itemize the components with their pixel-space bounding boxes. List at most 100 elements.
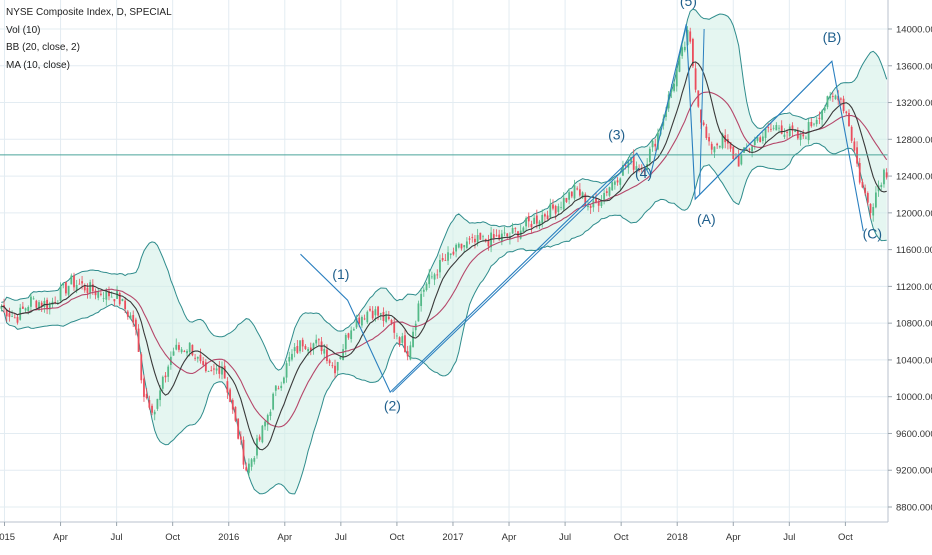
candle bbox=[834, 94, 837, 100]
candle-body bbox=[794, 129, 797, 132]
candle-body bbox=[643, 169, 646, 172]
candle bbox=[732, 145, 735, 160]
time-axis-label: Oct bbox=[838, 532, 853, 543]
candle-body bbox=[778, 127, 780, 129]
candle-body bbox=[40, 302, 43, 307]
candle bbox=[861, 178, 864, 189]
candle bbox=[603, 189, 606, 205]
chart-title[interactable]: NYSE Composite Index, D, SPECIAL bbox=[6, 7, 172, 18]
time-axis-label: 2016 bbox=[218, 532, 239, 543]
candle bbox=[657, 128, 659, 151]
candle-body bbox=[70, 275, 73, 285]
candle bbox=[396, 332, 398, 340]
candle bbox=[643, 166, 646, 176]
candle bbox=[700, 109, 702, 129]
candle-body bbox=[845, 111, 848, 114]
candle-body bbox=[75, 284, 78, 291]
candle-body bbox=[780, 125, 783, 134]
candle-body bbox=[552, 204, 554, 209]
bollinger-basis-line bbox=[1, 91, 888, 428]
candle bbox=[261, 424, 264, 444]
wave-label: (A) bbox=[697, 211, 716, 227]
candle-body bbox=[21, 306, 24, 309]
candle-body bbox=[100, 293, 102, 295]
candle bbox=[549, 198, 552, 219]
candle-body bbox=[387, 316, 390, 320]
candle-body bbox=[810, 121, 813, 127]
candle bbox=[62, 282, 65, 289]
candle-body bbox=[291, 353, 293, 360]
candle bbox=[13, 313, 16, 319]
candle bbox=[183, 349, 186, 353]
legend-bollinger-bands[interactable]: BB (20, close, 2) bbox=[6, 42, 80, 53]
candle bbox=[226, 377, 229, 399]
candle-body bbox=[492, 234, 495, 239]
candle bbox=[576, 186, 579, 191]
candle-body bbox=[605, 191, 608, 193]
candle bbox=[237, 417, 240, 440]
candle-body bbox=[204, 362, 207, 372]
legend-volume[interactable]: Vol (10) bbox=[6, 24, 41, 36]
candle-body bbox=[355, 317, 358, 328]
candle bbox=[121, 298, 124, 302]
candle-body bbox=[705, 126, 708, 139]
candle-body bbox=[799, 133, 802, 140]
candle bbox=[565, 197, 568, 203]
candle bbox=[328, 358, 331, 367]
candle-body bbox=[848, 112, 850, 127]
candle-body bbox=[850, 126, 853, 141]
candle bbox=[301, 337, 304, 352]
candle bbox=[570, 191, 573, 199]
candle bbox=[336, 361, 339, 376]
candle-body bbox=[288, 357, 291, 362]
candle-body bbox=[237, 418, 240, 439]
candle-body bbox=[702, 122, 705, 125]
candle bbox=[65, 281, 67, 296]
candle-body bbox=[428, 274, 431, 285]
candle bbox=[151, 403, 153, 416]
candle-body bbox=[651, 140, 654, 148]
candle bbox=[126, 309, 129, 320]
candle-body bbox=[681, 47, 684, 57]
candle-body bbox=[479, 232, 482, 240]
candle bbox=[568, 188, 571, 205]
candle-body bbox=[183, 350, 186, 352]
candle-body bbox=[670, 88, 673, 92]
candle-body bbox=[285, 363, 288, 378]
candle bbox=[775, 122, 778, 131]
candle-body bbox=[866, 193, 869, 203]
candle-body bbox=[538, 221, 541, 226]
candle bbox=[848, 109, 850, 127]
candle-body bbox=[91, 284, 94, 292]
candle-body bbox=[350, 330, 353, 340]
candle-body bbox=[883, 169, 885, 185]
candle-body bbox=[455, 244, 458, 252]
price-axis-label: 11200.0000 bbox=[896, 282, 932, 293]
candle-body bbox=[336, 362, 339, 371]
candle-body bbox=[221, 367, 223, 375]
elliott-wave-impulse-line bbox=[300, 24, 687, 394]
candle bbox=[422, 287, 425, 297]
candle-body bbox=[199, 354, 202, 362]
candle bbox=[253, 456, 256, 465]
candle bbox=[449, 253, 452, 259]
wave-label: (3) bbox=[608, 126, 625, 142]
candle-body bbox=[140, 354, 143, 381]
candle bbox=[331, 362, 334, 369]
candle-body bbox=[121, 298, 124, 302]
candle-body bbox=[180, 349, 183, 353]
candle-body bbox=[108, 291, 110, 297]
candle bbox=[191, 344, 194, 357]
candle-body bbox=[229, 389, 231, 402]
candle-body bbox=[831, 96, 834, 97]
candle bbox=[108, 286, 110, 301]
candle bbox=[145, 388, 148, 400]
candle bbox=[409, 341, 412, 361]
time-axis-label: Jul bbox=[335, 532, 347, 543]
legend-moving-average[interactable]: MA (10, close) bbox=[6, 59, 70, 71]
candle bbox=[759, 135, 762, 143]
candle-body bbox=[105, 289, 108, 300]
candle bbox=[148, 395, 151, 410]
candle-body bbox=[562, 197, 565, 210]
